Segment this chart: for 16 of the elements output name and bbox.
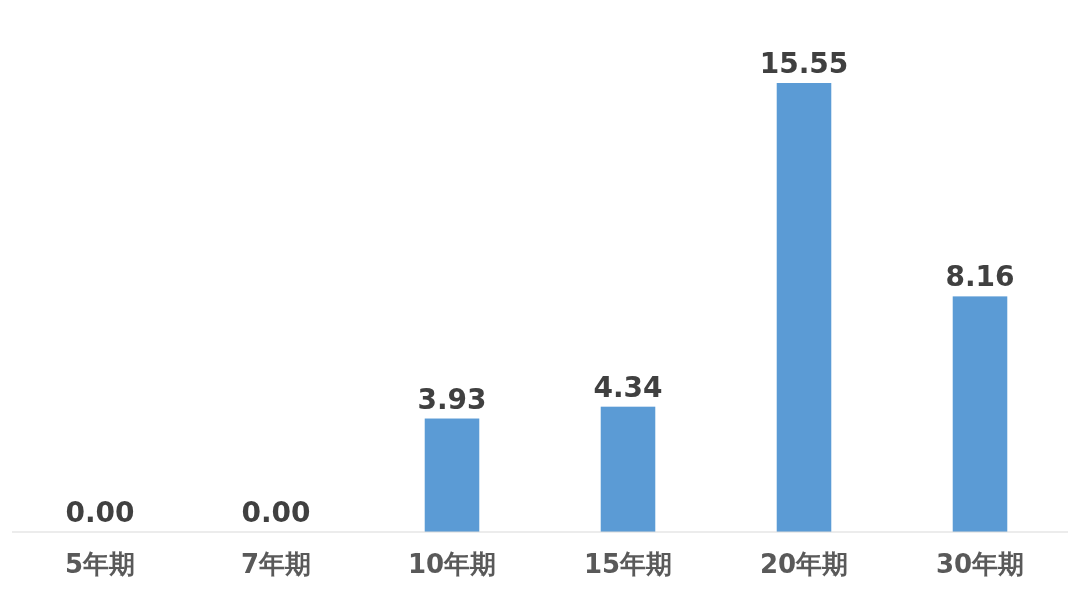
x-tick-label: 7年期 — [240, 548, 312, 579]
bar — [424, 418, 480, 532]
data-label: 3.93 — [417, 382, 487, 416]
x-tick-label: 10年期 — [407, 548, 497, 579]
x-tick-label: 20年期 — [759, 548, 849, 579]
bar — [600, 406, 656, 532]
bar — [952, 296, 1008, 532]
data-label: 4.34 — [593, 370, 663, 404]
data-label: 0.00 — [241, 496, 311, 529]
data-label: 15.55 — [759, 47, 849, 80]
x-tick-label: 15年期 — [583, 548, 673, 579]
data-label: 0.00 — [65, 496, 135, 529]
data-label: 8.16 — [945, 260, 1015, 294]
bar — [776, 83, 832, 532]
x-tick-label: 30年期 — [935, 548, 1025, 579]
x-tick-label: 5年期 — [64, 548, 136, 579]
